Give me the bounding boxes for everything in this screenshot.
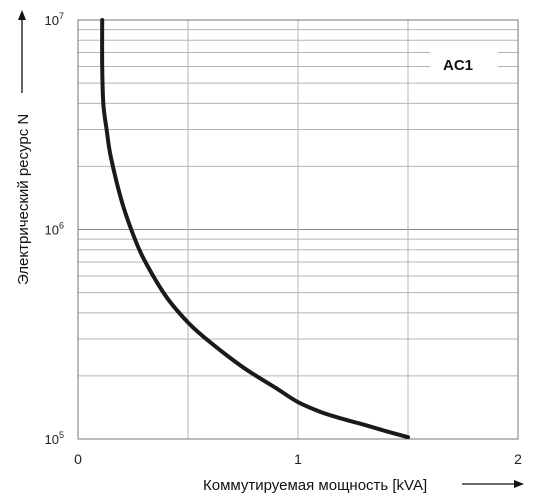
annotation-box: AC1 [430,52,498,76]
y-axis-title: Электрический ресурс N [15,10,32,285]
annotation-label: AC1 [443,57,473,74]
x-axis-label: Коммутируемая мощность [kVA] [203,477,427,494]
y-tick-label: 106 [45,221,64,238]
grid [77,19,519,440]
y-tick-label: 107 [45,11,64,28]
plot-frame [77,19,519,440]
y-tick-label: 105 [45,430,64,447]
series-layer [100,18,410,440]
x-tick-label: 0 [74,451,82,467]
y-tick-exponent: 7 [59,11,64,21]
x-tick-label: 1 [294,451,302,467]
x-axis-title: Коммутируемая мощность [kVA] [203,477,524,494]
y-axis-arrowhead [18,10,26,20]
x-axis-arrowhead [514,480,524,488]
series-line [100,18,410,440]
x-tick-label: 2 [514,451,522,467]
y-tick-exponent: 6 [59,221,64,231]
y-tick-exponent: 5 [59,430,64,440]
annotation-background [430,52,498,76]
y-axis-label: Электрический ресурс N [15,114,32,285]
